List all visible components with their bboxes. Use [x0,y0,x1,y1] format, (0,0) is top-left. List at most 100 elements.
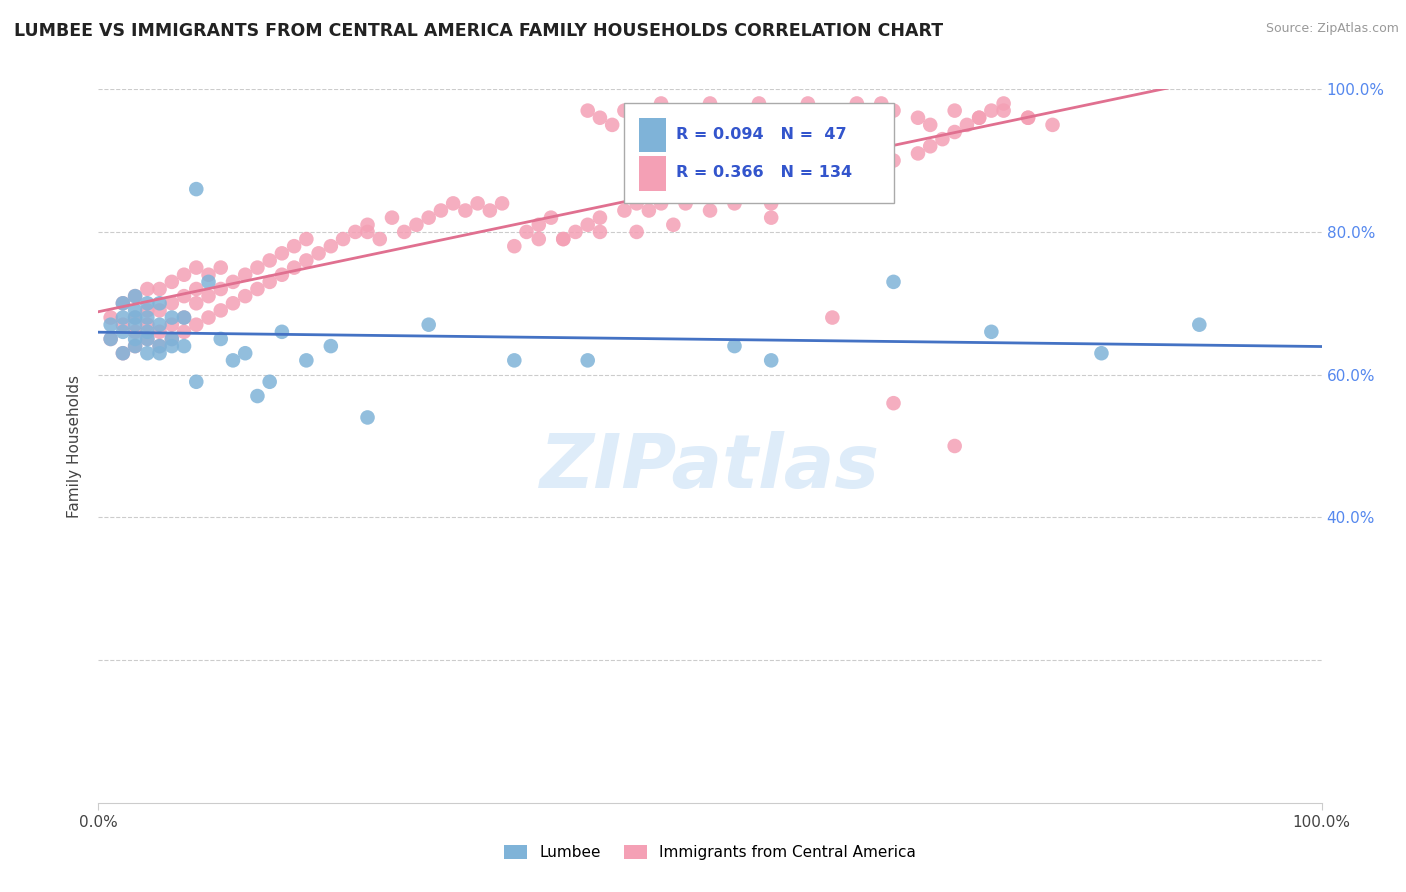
Point [149,339,172,353]
Point [980,103,1002,118]
Point [173,310,195,325]
Point [564,225,586,239]
Point [821,103,844,118]
Point [553,232,575,246]
Point [124,289,146,303]
Point [124,332,146,346]
Text: ZIPatlas: ZIPatlas [540,431,880,504]
Point [173,310,195,325]
Legend: Lumbee, Immigrants from Central America: Lumbee, Immigrants from Central America [498,839,922,866]
Point [259,275,281,289]
Point [124,310,146,325]
Point [527,232,550,246]
Point [883,275,905,289]
Point [589,211,612,225]
Point [491,196,513,211]
Point [233,268,256,282]
Point [160,318,183,332]
Point [638,103,661,118]
Point [186,182,208,196]
Point [662,189,685,203]
Point [308,246,330,260]
Point [197,289,219,303]
Point [111,318,134,332]
Point [527,218,550,232]
Point [124,289,146,303]
Point [270,268,294,282]
Point [186,282,208,296]
Point [686,189,709,203]
Point [761,196,783,211]
Point [173,339,195,353]
Point [149,325,172,339]
Point [124,339,146,353]
Point [772,103,794,118]
Point [589,111,612,125]
Point [233,289,256,303]
Point [613,103,636,118]
Point [748,189,770,203]
Point [197,268,219,282]
Point [186,375,208,389]
Point [418,318,440,332]
Point [149,296,172,310]
Point [478,203,501,218]
Point [295,353,318,368]
Point [160,332,183,346]
Point [883,103,905,118]
Point [626,225,648,239]
Point [967,111,990,125]
Point [662,218,685,232]
Point [797,182,820,196]
Point [124,325,146,339]
Point [319,239,342,253]
Point [111,310,134,325]
Point [589,225,612,239]
Point [723,196,745,211]
Point [600,118,623,132]
Point [197,275,219,289]
Point [149,282,172,296]
Point [246,389,269,403]
Point [259,375,281,389]
Point [430,203,453,218]
Point [650,196,672,211]
Point [993,96,1015,111]
Point [173,289,195,303]
Text: Source: ZipAtlas.com: Source: ZipAtlas.com [1265,22,1399,36]
Point [1017,111,1039,125]
Point [821,175,844,189]
Point [405,218,427,232]
Point [246,260,269,275]
Point [160,310,183,325]
Point [356,410,378,425]
Point [332,232,354,246]
Point [553,232,575,246]
Point [761,353,783,368]
Point [100,310,122,325]
Point [283,239,305,253]
Point [136,282,159,296]
Point [1017,111,1039,125]
Point [626,111,648,125]
Point [111,296,134,310]
Point [136,346,159,360]
Point [136,303,159,318]
Point [356,218,378,232]
Point [540,211,562,225]
Point [454,203,477,218]
Point [186,260,208,275]
Point [186,296,208,310]
Point [675,103,697,118]
Point [381,211,404,225]
Point [124,318,146,332]
Point [1090,346,1112,360]
Point [845,96,868,111]
Point [283,260,305,275]
Point [576,103,599,118]
Point [344,225,367,239]
Point [319,339,342,353]
Point [160,275,183,289]
Point [259,253,281,268]
Point [111,325,134,339]
